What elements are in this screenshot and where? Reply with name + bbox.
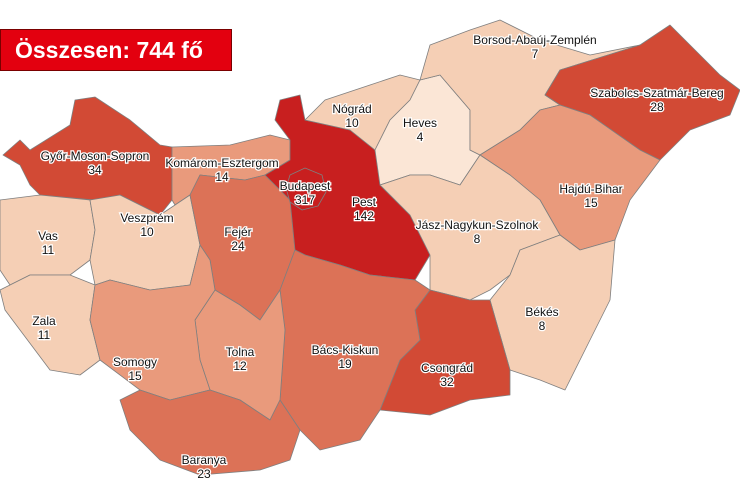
- county-value-label: 7: [532, 47, 539, 61]
- county-value-label: 8: [539, 319, 546, 333]
- county-value-label: 15: [128, 369, 142, 383]
- county-name-label: Baranya: [182, 453, 227, 467]
- county-value-label: 8: [474, 232, 481, 246]
- county-name-label: Heves: [403, 116, 437, 130]
- total-banner: Összesen: 744 fő: [0, 29, 232, 71]
- county-bekes[interactable]: [489, 234, 616, 391]
- county-vas[interactable]: [0, 194, 96, 286]
- county-name-label: Fejér: [224, 225, 251, 239]
- county-value-label: 4: [417, 130, 424, 144]
- county-name-label: Bács-Kiskun: [312, 343, 379, 357]
- county-value-label: 34: [88, 163, 102, 177]
- county-value-label: 11: [38, 328, 51, 342]
- county-value-label: 28: [650, 100, 664, 114]
- county-name-label: Tolna: [226, 345, 255, 359]
- county-budapest[interactable]: [285, 167, 327, 211]
- county-name-label: Nógrád: [332, 102, 371, 116]
- county-name-label: Somogy: [113, 355, 157, 369]
- county-name-label: Csongrád: [421, 361, 473, 375]
- county-value-label: 142: [354, 209, 374, 223]
- county-name-label: Veszprém: [120, 211, 173, 225]
- county-name-label: Borsod-Abaúj-Zemplén: [473, 33, 596, 47]
- county-value-label: 24: [231, 239, 245, 253]
- county-value-label: 23: [197, 467, 211, 481]
- county-name-label: Szabolcs-Szatmár-Bereg: [590, 86, 723, 100]
- county-value-label: 15: [584, 196, 598, 210]
- county-name-label: Budapest: [280, 179, 331, 193]
- county-name-label: Vas: [38, 229, 58, 243]
- county-value-label: 32: [440, 375, 454, 389]
- county-value-label: 19: [338, 357, 352, 371]
- county-name-label: Békés: [525, 305, 558, 319]
- county-value-label: 12: [233, 359, 247, 373]
- county-baranya[interactable]: [119, 389, 301, 476]
- county-name-label: Győr-Moson-Sopron: [41, 149, 150, 163]
- county-name-label: Jász-Nagykun-Szolnok: [416, 218, 540, 232]
- county-name-label: Pest: [352, 195, 377, 209]
- county-name-label: Komárom-Esztergom: [165, 156, 278, 170]
- county-value-label: 14: [215, 170, 229, 184]
- county-value-label: 11: [42, 243, 55, 257]
- county-value-label: 10: [140, 225, 154, 239]
- county-veszprem[interactable]: [89, 194, 201, 291]
- county-value-label: 10: [345, 116, 359, 130]
- county-name-label: Zala: [32, 314, 56, 328]
- county-zala[interactable]: [0, 274, 101, 376]
- county-value-label: 317: [295, 193, 315, 207]
- county-name-label: Hajdú-Bihar: [559, 182, 622, 196]
